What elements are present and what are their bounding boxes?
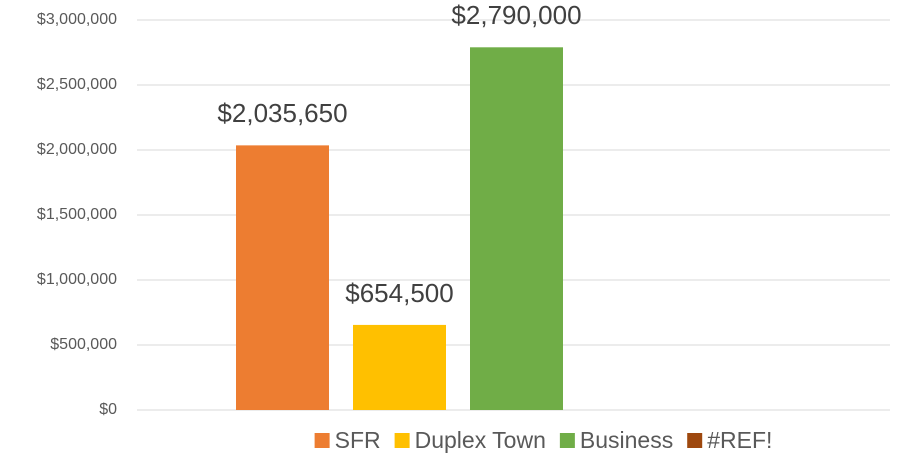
legend-label: SFR bbox=[335, 427, 381, 453]
legend-label: #REF! bbox=[707, 427, 772, 453]
y-tick-label: $500,000 bbox=[50, 336, 117, 353]
data-label: $2,790,000 bbox=[451, 0, 581, 30]
legend-swatch bbox=[559, 433, 575, 448]
y-tick-label: $2,000,000 bbox=[37, 141, 117, 158]
legend-swatch bbox=[314, 433, 330, 448]
bar bbox=[353, 324, 446, 410]
data-label: $2,035,650 bbox=[217, 98, 347, 128]
y-tick-label: $1,000,000 bbox=[37, 271, 117, 288]
y-tick-label: $1,500,000 bbox=[37, 206, 117, 223]
legend-swatch bbox=[394, 433, 410, 448]
legend-swatch bbox=[687, 433, 703, 448]
bar bbox=[236, 145, 329, 411]
y-tick-label: $0 bbox=[99, 401, 117, 418]
y-tick-label: $3,000,000 bbox=[37, 11, 117, 28]
y-tick-label: $2,500,000 bbox=[37, 76, 117, 93]
data-label: $654,500 bbox=[345, 278, 453, 308]
bar bbox=[470, 47, 563, 411]
legend-label: Business bbox=[580, 427, 673, 453]
legend-label: Duplex Town bbox=[415, 427, 546, 453]
